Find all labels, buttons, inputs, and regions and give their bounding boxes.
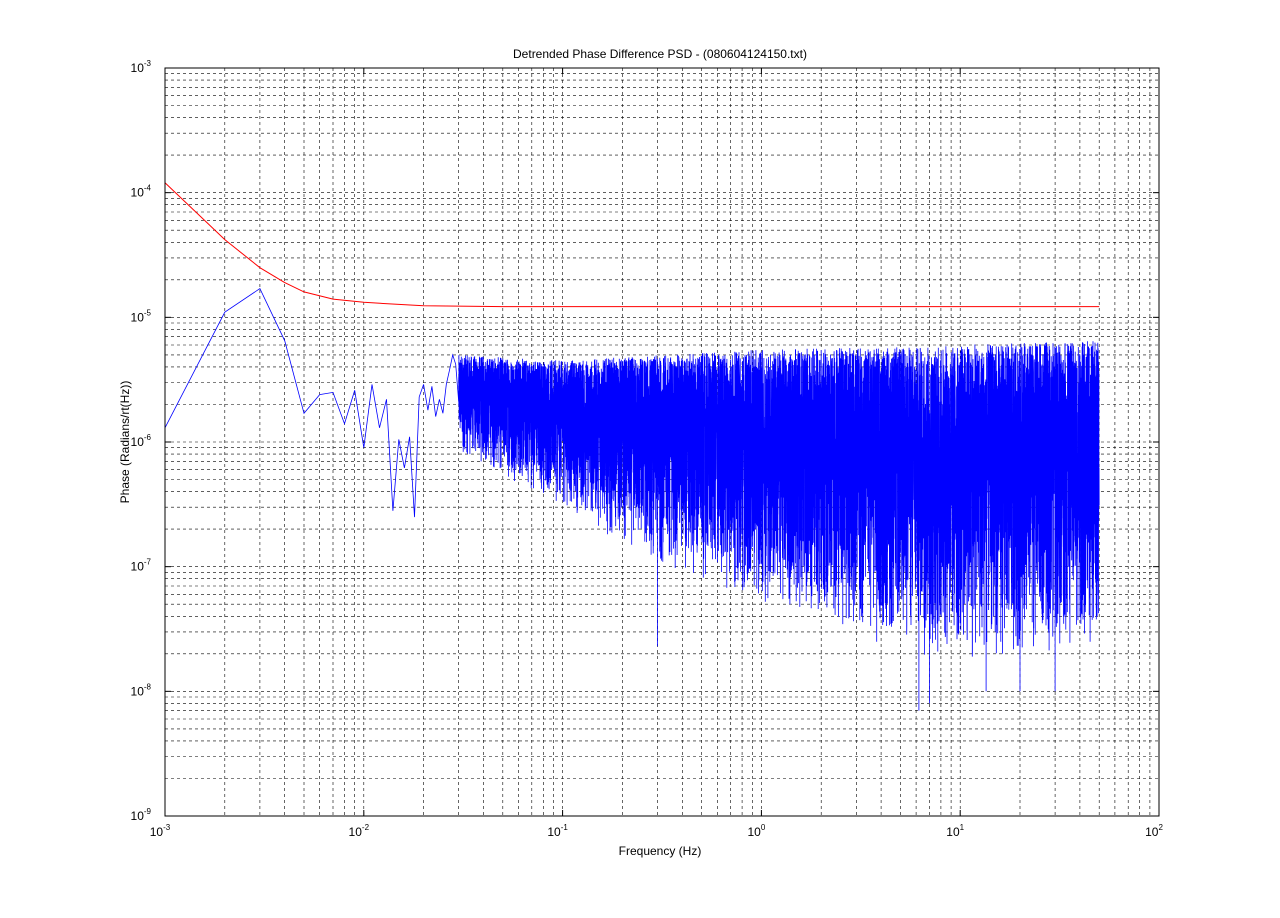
y-axis-label: Phase (Radians/rt(Hz)): [118, 381, 132, 504]
x-axis-label: Frequency (Hz): [619, 844, 702, 858]
x-tick-label: 101: [946, 823, 964, 839]
y-tick-label: 10-7: [131, 558, 152, 574]
x-tick-label: 10-3: [150, 823, 171, 839]
y-tick-label: 10-3: [131, 59, 152, 75]
y-tick-label: 10-8: [131, 682, 152, 698]
y-tick-label: 10-6: [131, 433, 152, 449]
series-line-phase-psd: [164, 288, 1100, 711]
data-series: [164, 182, 1100, 711]
axis-ticks: 10-3 10-2 10-1 100 101 102 10-9 10-8 10-7 10-6 10-…: [131, 59, 1164, 839]
x-tick-label: 100: [747, 823, 765, 839]
y-tick-label: 10-9: [131, 807, 152, 823]
x-tick-label: 102: [1145, 823, 1163, 839]
y-tick-label: 10-4: [131, 184, 152, 200]
x-tick-label: 10-2: [349, 823, 370, 839]
series-line-reference: [164, 182, 1100, 308]
chart-title: Detrended Phase Difference PSD - (080604…: [513, 47, 807, 61]
y-tick-label: 10-5: [131, 308, 152, 324]
x-tick-label: 10-1: [547, 823, 568, 839]
